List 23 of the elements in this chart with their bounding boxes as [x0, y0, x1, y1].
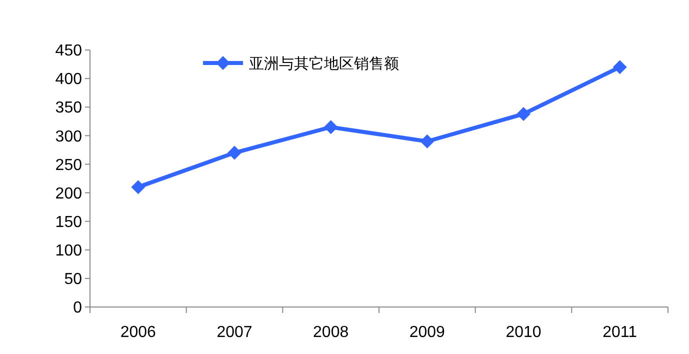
x-tick-label: 2010	[506, 324, 542, 341]
point	[612, 60, 627, 74]
x-tick-label: 2008	[313, 324, 349, 341]
y-tick-label: 400	[55, 71, 82, 88]
y-tick-label: 450	[55, 42, 82, 60]
x-tick-label: 2011	[602, 324, 638, 341]
y-tick-label: 300	[55, 128, 82, 146]
point	[131, 180, 146, 194]
y-tick-label: 150	[55, 214, 82, 231]
y-tick-label: 100	[55, 242, 82, 260]
legend-label: 亚洲与其它地区销售额	[249, 55, 399, 72]
x-tick-label: 2006	[120, 324, 156, 341]
y-tick-label: 200	[55, 185, 82, 202]
y-tick-label: 50	[64, 271, 82, 288]
y-tick-label: 0	[73, 300, 82, 317]
y-tick-label: 250	[55, 156, 82, 174]
x-tick-label: 2007	[216, 324, 252, 341]
point	[228, 146, 242, 160]
y-tick-label: 350	[55, 100, 82, 117]
point	[324, 120, 338, 134]
x-tick-label: 2009	[409, 324, 446, 341]
point	[516, 106, 530, 121]
point	[420, 134, 434, 148]
